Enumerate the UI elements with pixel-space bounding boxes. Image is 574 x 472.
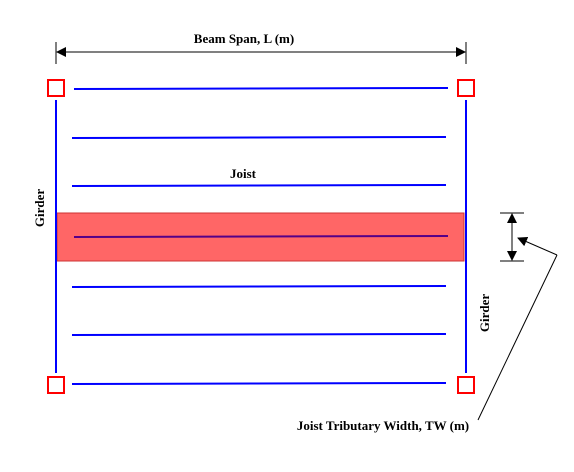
beam-span-dimension: Beam Span, L (m) [55,31,467,64]
joist-line [73,87,449,90]
joist-line [71,285,447,288]
tw-leader-line [477,254,558,421]
joist-line [71,184,447,187]
beam-span-label: Beam Span, L (m) [194,31,294,46]
joist-line [71,382,447,385]
tributary-width-dimension: Joist Tributary Width, TW (m) [297,212,558,433]
joist-line [71,333,447,336]
joist-label: Joist [230,166,257,181]
joist-line [71,136,447,139]
column-bottom-left [47,376,65,394]
girder-left-label: Girder [32,189,47,227]
tw-leader-line-arrow [517,237,558,256]
column-top-left [47,79,65,97]
column-top-right [457,79,475,97]
girder-right-label: Girder [477,294,492,332]
column-bottom-right [457,376,475,394]
joist-line-tributary [73,235,449,238]
tributary-width-label: Joist Tributary Width, TW (m) [297,418,469,433]
